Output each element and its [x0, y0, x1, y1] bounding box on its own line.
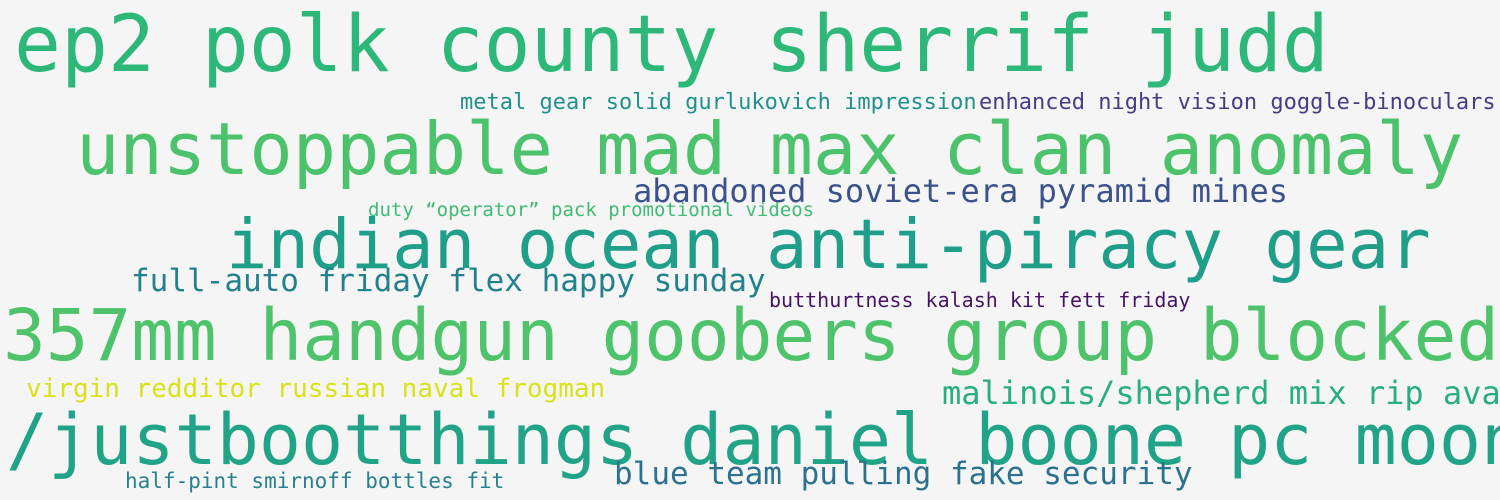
word-half-pint-smirnoff: half-pint smirnoff bottles fit	[125, 469, 505, 493]
word-duty-operator-pack: duty “operator” pack promotional videos	[368, 199, 815, 221]
word-ep2-polk-county: ep2 polk county sherrif judd	[14, 0, 1329, 90]
word-unstoppable-mad-max: unstoppable mad max clan anomaly	[76, 107, 1464, 191]
word-butthurtness-kalash: butthurtness kalash kit fett friday	[769, 288, 1191, 312]
word-abandoned-soviet-era: abandoned soviet-era pyramid mines	[633, 172, 1289, 210]
word-enhanced-night-vision: enhanced night vision goggle-binoculars	[979, 90, 1496, 115]
word-virgin-redditor: virgin redditor russian naval frogman	[26, 374, 606, 404]
word-357mm-handgun: 357mm handgun goobers group blocked	[3, 294, 1500, 377]
word-metal-gear-solid: metal gear solid gurlukovich impression	[460, 90, 977, 115]
word-indian-ocean: indian ocean anti-piracy gear	[226, 205, 1431, 285]
word-justbootthings: /justbootthings daniel boone pc moons	[6, 399, 1500, 481]
word-full-auto-friday: full-auto friday flex happy sunday	[131, 263, 766, 299]
word-blue-team: blue team pulling fake security	[614, 456, 1193, 492]
word-malinois-shepherd: malinois/shepherd mix rip ava	[942, 374, 1500, 412]
